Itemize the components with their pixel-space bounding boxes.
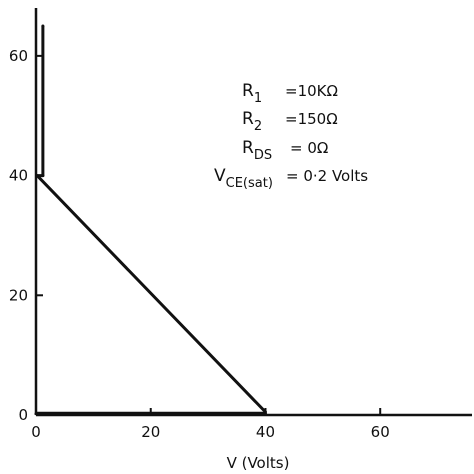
- annotation-block: R1 =10KΩ R2 =150Ω RDS = 0Ω VCE(sat) = 0·2 Vo…: [214, 81, 368, 191]
- x-tick-label: 60: [371, 423, 390, 441]
- series-line-1: [35, 25, 267, 414]
- y-tick-label: 40: [9, 167, 28, 185]
- annotation-r2: R2 =150Ω: [242, 109, 338, 134]
- annotation-r2-sub: 2: [254, 119, 262, 134]
- series-1-point: [41, 24, 45, 28]
- annotation-r1-value: =10KΩ: [285, 82, 338, 100]
- annotation-rds-main: R: [242, 138, 254, 158]
- annotation-r2-value: =150Ω: [285, 110, 338, 128]
- annotation-rds: RDS = 0Ω: [242, 138, 328, 163]
- y-tick-label: 20: [9, 286, 28, 304]
- annotation-vce-sub: CE(sat): [226, 176, 273, 191]
- series-2-point: [263, 412, 267, 416]
- series-layer: [34, 24, 267, 416]
- annotation-rds-value: = 0Ω: [290, 139, 328, 157]
- annotation-r2-main: R: [242, 109, 254, 129]
- x-tick-label: 0: [31, 423, 41, 441]
- x-tick-label: 40: [256, 423, 275, 441]
- y-tick-label: 0: [18, 406, 28, 424]
- y-tick-label: 60: [9, 47, 28, 65]
- annotation-vce: VCE(sat) = 0·2 Volts: [214, 166, 368, 191]
- annotation-r1-sub: 1: [254, 91, 262, 106]
- annotation-r1-main: R: [242, 81, 254, 101]
- series-2-point: [34, 412, 38, 416]
- x-tick-label: 20: [141, 423, 160, 441]
- annotation-vce-value: = 0·2 Volts: [286, 167, 368, 185]
- ticks: 0 20 40 60 0 20 40 60: [9, 47, 390, 441]
- annotation-vce-main: V: [214, 166, 226, 186]
- annotation-r1: R1 =10KΩ: [242, 81, 338, 106]
- annotation-rds-sub: DS: [254, 148, 272, 163]
- series-1-point: [35, 174, 39, 178]
- x-axis-title: V (Volts): [227, 454, 290, 472]
- series-1-point: [41, 174, 45, 178]
